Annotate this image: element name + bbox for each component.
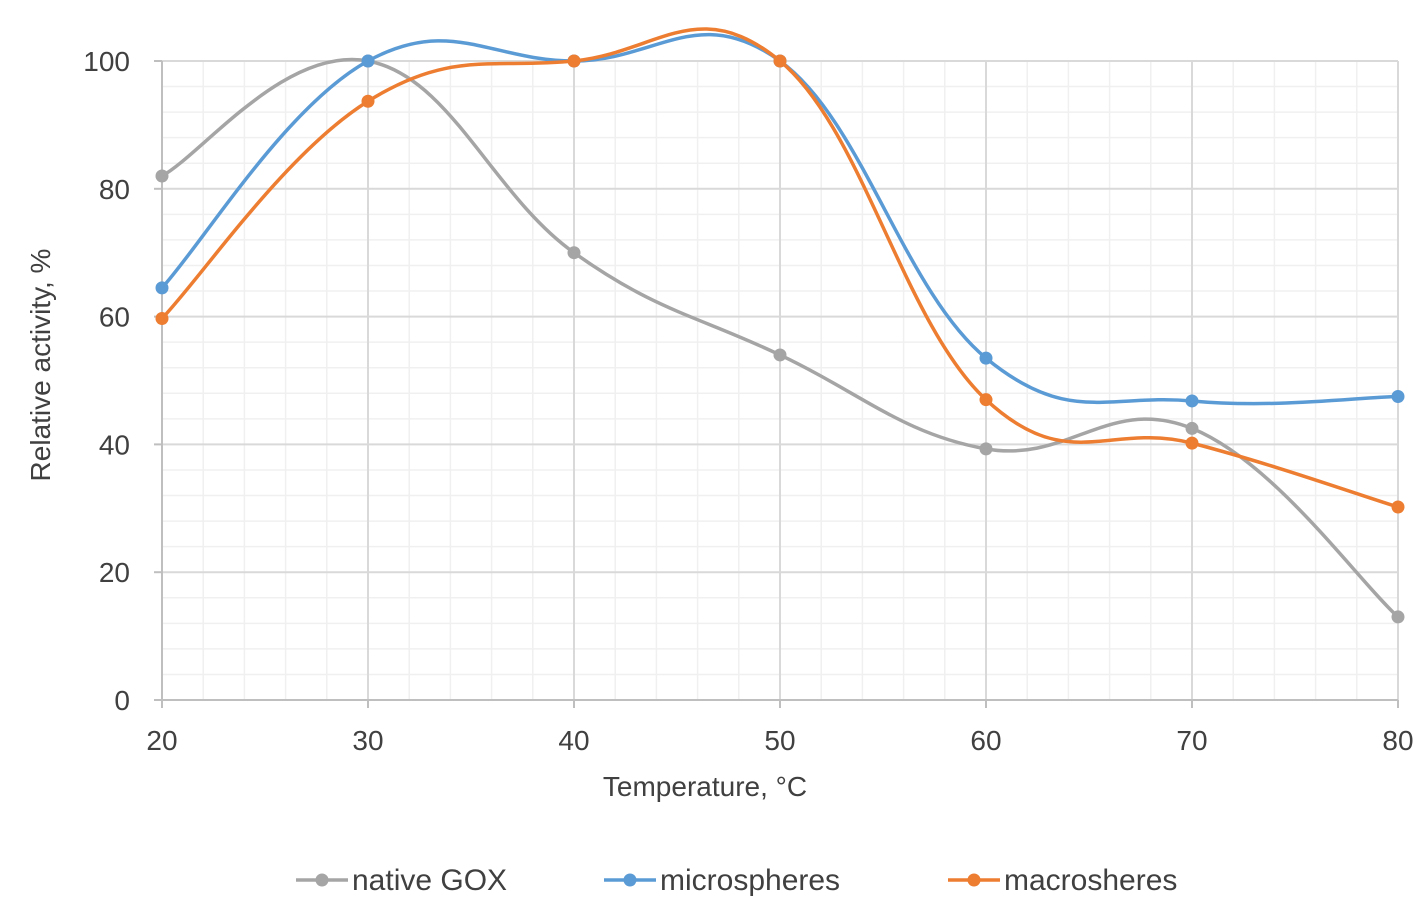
data-point-macrosheres: [1391, 500, 1405, 514]
legend-label-native-gox: native GOX: [352, 864, 507, 897]
series-layer: [155, 27, 1405, 624]
legend-marker-microspheres: [623, 873, 637, 887]
data-point-macrosheres: [361, 94, 375, 108]
legend-item-native-gox: native GOX: [296, 864, 507, 897]
x-tick-label: 80: [1382, 725, 1413, 756]
data-point-native-gox: [773, 348, 787, 362]
axes: [154, 60, 1399, 708]
y-tick-label: 40: [99, 429, 130, 460]
legend: native GOX microspheres macrosheres: [296, 864, 1177, 897]
legend-marker-native-gox: [315, 873, 329, 887]
data-point-microspheres: [1185, 394, 1199, 408]
x-tick-label: 30: [352, 725, 383, 756]
legend-item-macrosheres: macrosheres: [948, 864, 1177, 897]
x-tick-label: 40: [558, 725, 589, 756]
y-tick-label: 80: [99, 174, 130, 205]
y-tick-label: 20: [99, 557, 130, 588]
series-macrosheres: [155, 27, 1405, 514]
x-tick-label: 50: [764, 725, 795, 756]
data-point-microspheres: [361, 54, 375, 68]
x-tick-labels: 20 30 40 50 60 70 80: [146, 725, 1413, 756]
x-tick-label: 70: [1176, 725, 1207, 756]
y-tick-labels: 0 20 40 60 80 100: [83, 46, 130, 716]
y-tick-label: 100: [83, 46, 130, 77]
x-tick-label: 20: [146, 725, 177, 756]
y-axis-title: Relative activity, %: [25, 249, 56, 482]
y-tick-label: 0: [114, 685, 130, 716]
major-grid: [162, 60, 1399, 700]
data-point-macrosheres: [979, 393, 993, 407]
y-tick-label: 60: [99, 302, 130, 333]
legend-label-microspheres: microspheres: [660, 864, 840, 897]
data-point-macrosheres: [155, 312, 169, 326]
data-point-native-gox: [567, 246, 581, 260]
data-point-microspheres: [155, 281, 169, 295]
data-point-native-gox: [979, 442, 993, 456]
legend-label-macrosheres: macrosheres: [1004, 864, 1177, 897]
x-tick-label: 60: [970, 725, 1001, 756]
data-point-macrosheres: [773, 54, 787, 68]
x-axis-title: Temperature, °C: [603, 771, 807, 802]
data-point-macrosheres: [567, 54, 581, 68]
data-point-native-gox: [1185, 421, 1199, 435]
data-point-native-gox: [1391, 610, 1405, 624]
data-point-microspheres: [1391, 389, 1405, 403]
data-point-macrosheres: [1185, 436, 1199, 450]
data-point-microspheres: [979, 351, 993, 365]
data-point-native-gox: [155, 169, 169, 183]
legend-item-microspheres: microspheres: [604, 864, 840, 897]
legend-marker-macrosheres: [967, 873, 981, 887]
